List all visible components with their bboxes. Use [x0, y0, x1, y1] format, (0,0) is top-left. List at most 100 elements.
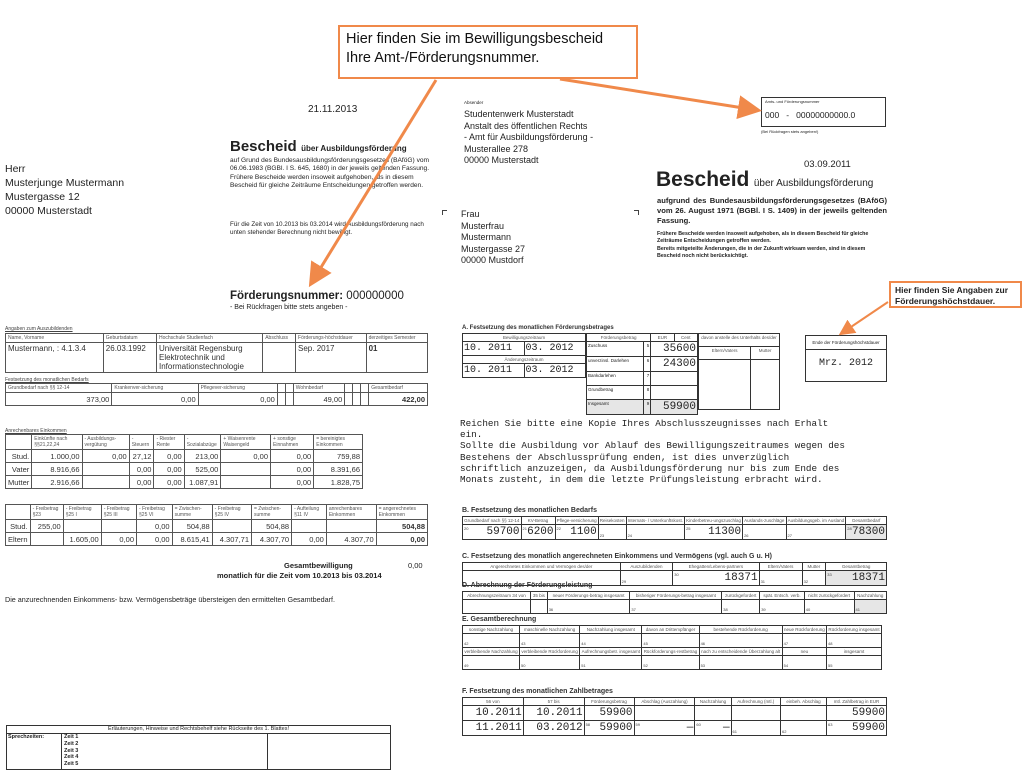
field-number: 49: [464, 663, 469, 668]
data-table: Name, Vorname Geburtsdatum Hochschule Stud…: [5, 333, 429, 373]
form-field[interactable]: 50: [518, 655, 581, 670]
table-row: Stud. 255,00 0,00 504,88 504,88 504,88: [5, 519, 429, 533]
document-title: Bescheid über Ausbildungsförderung: [230, 138, 407, 156]
form-field[interactable]: 10.2011: [522, 705, 585, 721]
field-number: 32: [803, 579, 809, 584]
amt-number: 000 - 00000000000.0: [765, 110, 856, 120]
address-line: Mustergasse 27: [461, 243, 526, 254]
form-field[interactable]: 27: [785, 524, 847, 540]
table-cell: Sep. 2017: [295, 342, 367, 373]
section-title: E. Gesamtberechnung: [462, 616, 537, 623]
footer-box: Erläuterungen, Hinweise und Rechtsbehelf…: [6, 725, 391, 770]
form-table: 56 von 57 bis Förderungsbetrag Abschlag (Au…: [462, 697, 887, 736]
field-number: 55: [828, 663, 833, 668]
column-header: - Riester Rente: [153, 434, 185, 450]
table-cell: Mutter: [4, 475, 33, 489]
sprechzeit: Zeit 1: [64, 734, 79, 740]
field-number: 48: [828, 641, 833, 646]
form-field[interactable]: 38: [721, 599, 761, 614]
field-number: 62: [781, 729, 787, 734]
form-field[interactable]: 59900: [583, 705, 635, 721]
field-number: 54: [783, 663, 789, 668]
form-field[interactable]: 49: [462, 655, 520, 670]
field-number: 43: [521, 641, 526, 646]
field-number: 59: [635, 722, 640, 727]
table-cell: Universität Regensburg Elektrotechnik un…: [155, 342, 264, 373]
form-field[interactable]: 11.2011: [462, 720, 524, 736]
section-a-periods: Bewilligungszeitraum 10. 2011 03. 2012 Än…: [462, 333, 586, 378]
form-field[interactable]: 30 18371: [672, 570, 760, 586]
table-cell: 0,00: [375, 532, 429, 546]
bewilligung-label: Bewilligungszeitraum: [502, 335, 546, 340]
field-number: 44: [581, 641, 586, 646]
data-table: - Freibetrag §23- Freibetrag §25 I- Frei…: [5, 504, 429, 546]
form-field[interactable]: [462, 570, 621, 586]
field-number: 37: [631, 607, 636, 612]
form-field[interactable]: 59 —: [633, 720, 696, 736]
form-field[interactable]: 39: [759, 599, 805, 614]
sprechzeit: Zeit 5: [64, 761, 79, 768]
section-a-title: A. Festsetzung des monatlichen Förderung…: [462, 325, 614, 331]
form-field[interactable]: 61: [730, 720, 781, 736]
form-field[interactable]: [461, 599, 532, 614]
table-cell: Mustermann, : 4.1.3.4: [5, 342, 104, 373]
field-number: 60: [696, 722, 701, 727]
title-suffix: über Ausbildungsförderung: [301, 144, 407, 153]
table-row: Mustermann, : 4.1.3.4 26.03.1992 Universit…: [5, 342, 429, 373]
betrag-row: Zuschuss 5 35600: [585, 341, 698, 357]
window-corner-left: [442, 210, 447, 215]
form-field[interactable]: 20 59700: [462, 524, 522, 540]
form-field[interactable]: 58 59900: [583, 720, 635, 736]
table-label: Festsetzung des monatlichen Bedarfs: [5, 377, 89, 383]
address-line: Musterallee 278: [464, 143, 529, 154]
form-field[interactable]: 31: [758, 570, 803, 586]
form-field[interactable]: 33 18371: [825, 570, 887, 586]
form-field[interactable]: 26: [742, 524, 787, 540]
form-field[interactable]: 41: [853, 599, 888, 614]
field-number: 38: [723, 607, 728, 612]
field-number: 21: [522, 526, 527, 531]
form-header-row: 56 von 57 bis Förderungsbetrag Abschlag (Au…: [462, 697, 887, 706]
field-number: 53: [700, 663, 706, 668]
table-cell: 0,00: [197, 392, 278, 406]
address-line: 00000 Mustdorf: [461, 255, 524, 265]
arrow-to-foerderungsnummer: [308, 79, 438, 288]
form-table: sonstige Nachzahlung maschinelle Nachzahl…: [462, 625, 882, 670]
form-field[interactable]: 28 78300: [845, 524, 887, 540]
intro-text-2: Frühere Bescheide werden insoweit aufgeh…: [657, 231, 869, 259]
field-value: 03.2012: [536, 722, 583, 734]
section-title: F. Festsetzung des monatlichen Zahlbetra…: [462, 688, 613, 695]
betrag-row: Bankdarlehen 7: [585, 371, 698, 386]
form-field[interactable]: 62: [779, 720, 828, 736]
footer-title: Erläuterungen, Hinweise und Rechtsbehelf…: [7, 726, 390, 734]
betrag-label: Insgesamt: [585, 399, 645, 415]
form-field[interactable]: 40: [803, 599, 855, 614]
address-line: Anstalt des öffentlichen Rechts: [464, 120, 588, 131]
field-value: 78300: [851, 526, 885, 538]
form-field[interactable]: 54: [781, 655, 828, 670]
form-field[interactable]: 23: [597, 524, 627, 540]
form-field[interactable]: 60 —: [694, 720, 732, 736]
field-number: 63: [828, 722, 833, 727]
title: Bescheid: [656, 168, 750, 191]
field-number: 52: [643, 663, 648, 668]
section-title: B. Festsetzung des monatlichen Bedarfs: [462, 507, 597, 514]
recipient-address: Frau Musterfrau Mustermann Mustergasse 27 00…: [461, 209, 525, 267]
address-line: Frau: [461, 209, 480, 219]
form-field[interactable]: 37: [629, 599, 723, 614]
field-number: 39: [761, 607, 766, 612]
form-field[interactable]: 63 59900: [826, 720, 887, 736]
table-cell: [360, 392, 370, 406]
form-field[interactable]: 55: [826, 655, 882, 670]
form-field[interactable]: 10.2011: [462, 705, 524, 721]
form-field[interactable]: 52: [641, 655, 700, 670]
table-row: 42 43 44 45 46 47 48: [462, 633, 882, 648]
sprechzeiten-label: Sprechzeiten:: [8, 734, 45, 740]
form-field[interactable]: 03.2012: [522, 720, 585, 736]
sender-label: Absender: [464, 100, 484, 105]
column-header: - Freibetrag §23: [29, 504, 64, 520]
sprechzeit: Zeit 4: [64, 754, 79, 761]
form-field[interactable]: 22 1100: [554, 524, 599, 540]
data-table: Einkünfte nach §§21,22,24- Ausbildungs-v…: [4, 434, 363, 489]
sprechzeiten-list: Zeit 1 Zeit 2 Zeit 3 Zeit 4 Zeit 5: [61, 734, 267, 770]
